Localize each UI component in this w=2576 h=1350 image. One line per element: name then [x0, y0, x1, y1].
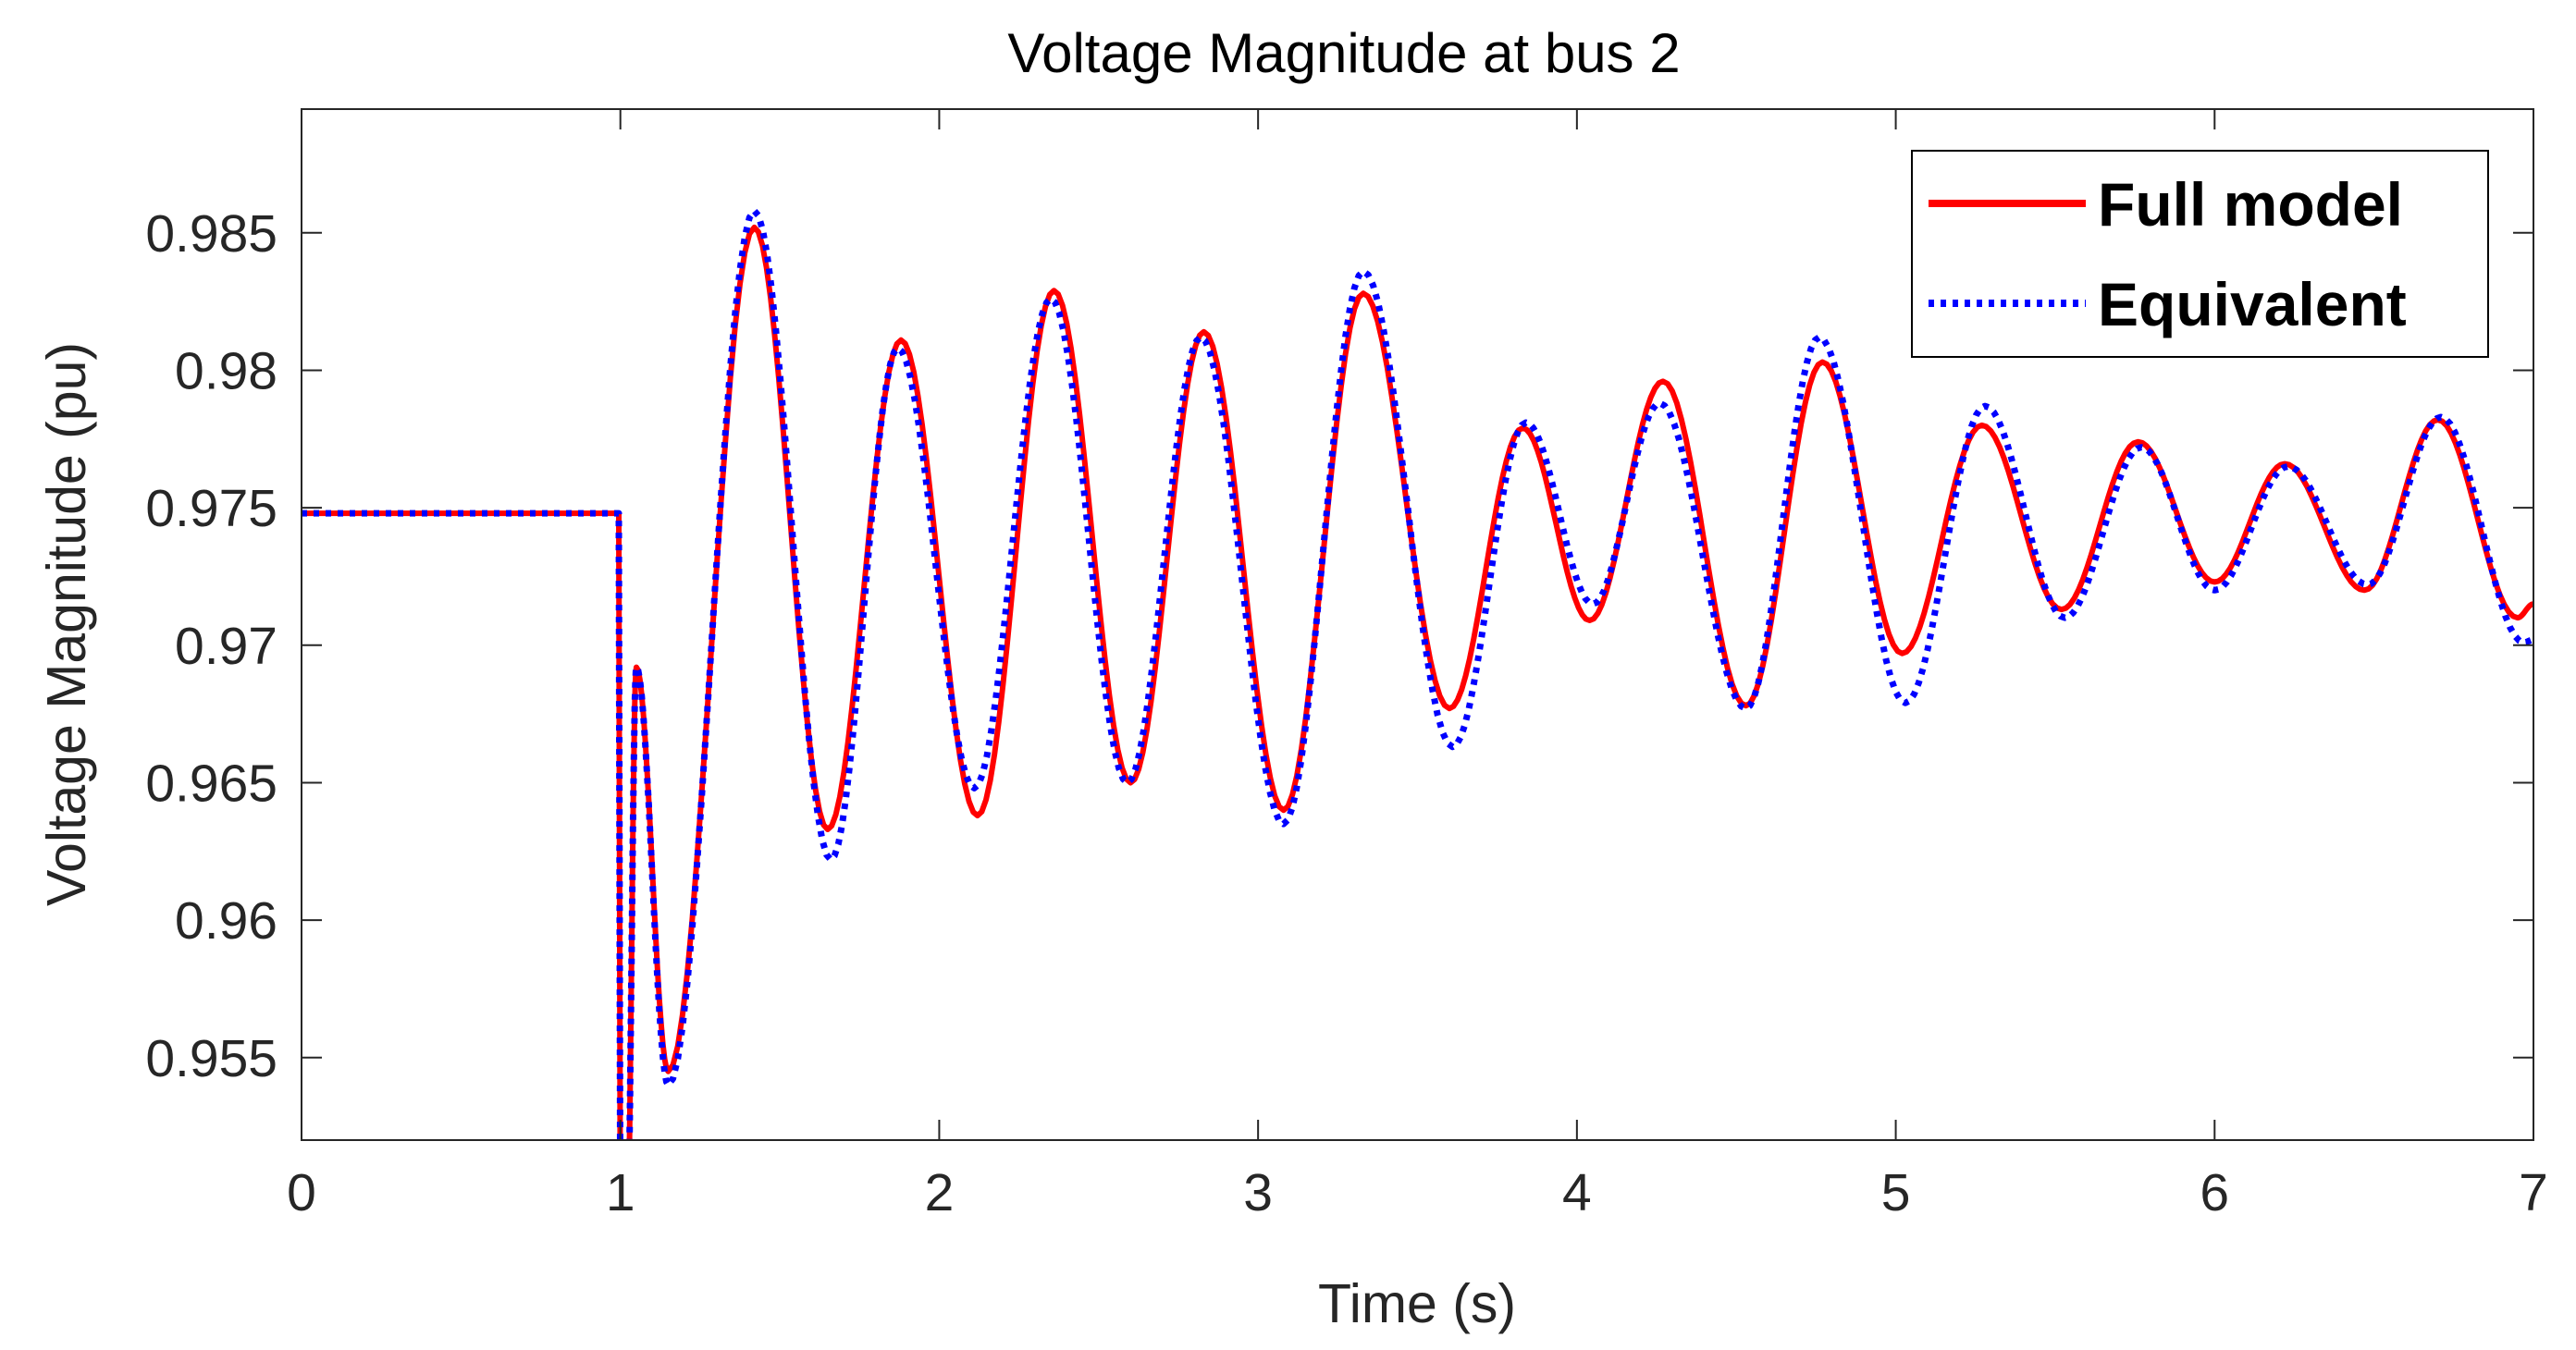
y-axis-title: Voltage Magnitude (pu) — [36, 342, 97, 906]
legend-label-full-model: Full model — [2098, 170, 2403, 239]
legend: Full model Equivalent — [1911, 150, 2489, 358]
x-tick-label: 2 — [925, 1163, 955, 1222]
plot-frame — [301, 108, 2534, 1141]
series-line-equivalent — [302, 207, 2533, 1140]
x-tick-label: 5 — [1881, 1163, 1911, 1222]
chart-title: Voltage Magnitude at bus 2 — [1007, 22, 1680, 84]
legend-label-equivalent: Equivalent — [2098, 270, 2407, 338]
y-tick-label: 0.955 — [145, 1029, 277, 1088]
y-tick-label: 0.97 — [175, 617, 277, 676]
y-tick-label: 0.98 — [175, 341, 277, 400]
x-tick-label: 7 — [2519, 1163, 2548, 1222]
y-tick-label: 0.96 — [175, 891, 277, 951]
x-tick-label: 4 — [1562, 1163, 1592, 1222]
x-axis-title: Time (s) — [1318, 1273, 1516, 1334]
x-tick-label: 0 — [287, 1163, 316, 1222]
x-tick-label: 3 — [1243, 1163, 1273, 1222]
y-tick-label: 0.975 — [145, 479, 277, 538]
tick-layer: 0 1 2 3 4 5 6 7 0.955 0.96 0.965 0.97 0.975 0.98 0.985 — [145, 109, 2548, 1222]
x-tick-label: 6 — [2200, 1163, 2229, 1222]
y-tick-label: 0.985 — [145, 204, 277, 264]
legend-box — [1911, 150, 2489, 358]
y-tick-label: 0.965 — [145, 754, 277, 813]
x-tick-label: 1 — [606, 1163, 635, 1222]
series-layer — [302, 207, 2533, 1140]
